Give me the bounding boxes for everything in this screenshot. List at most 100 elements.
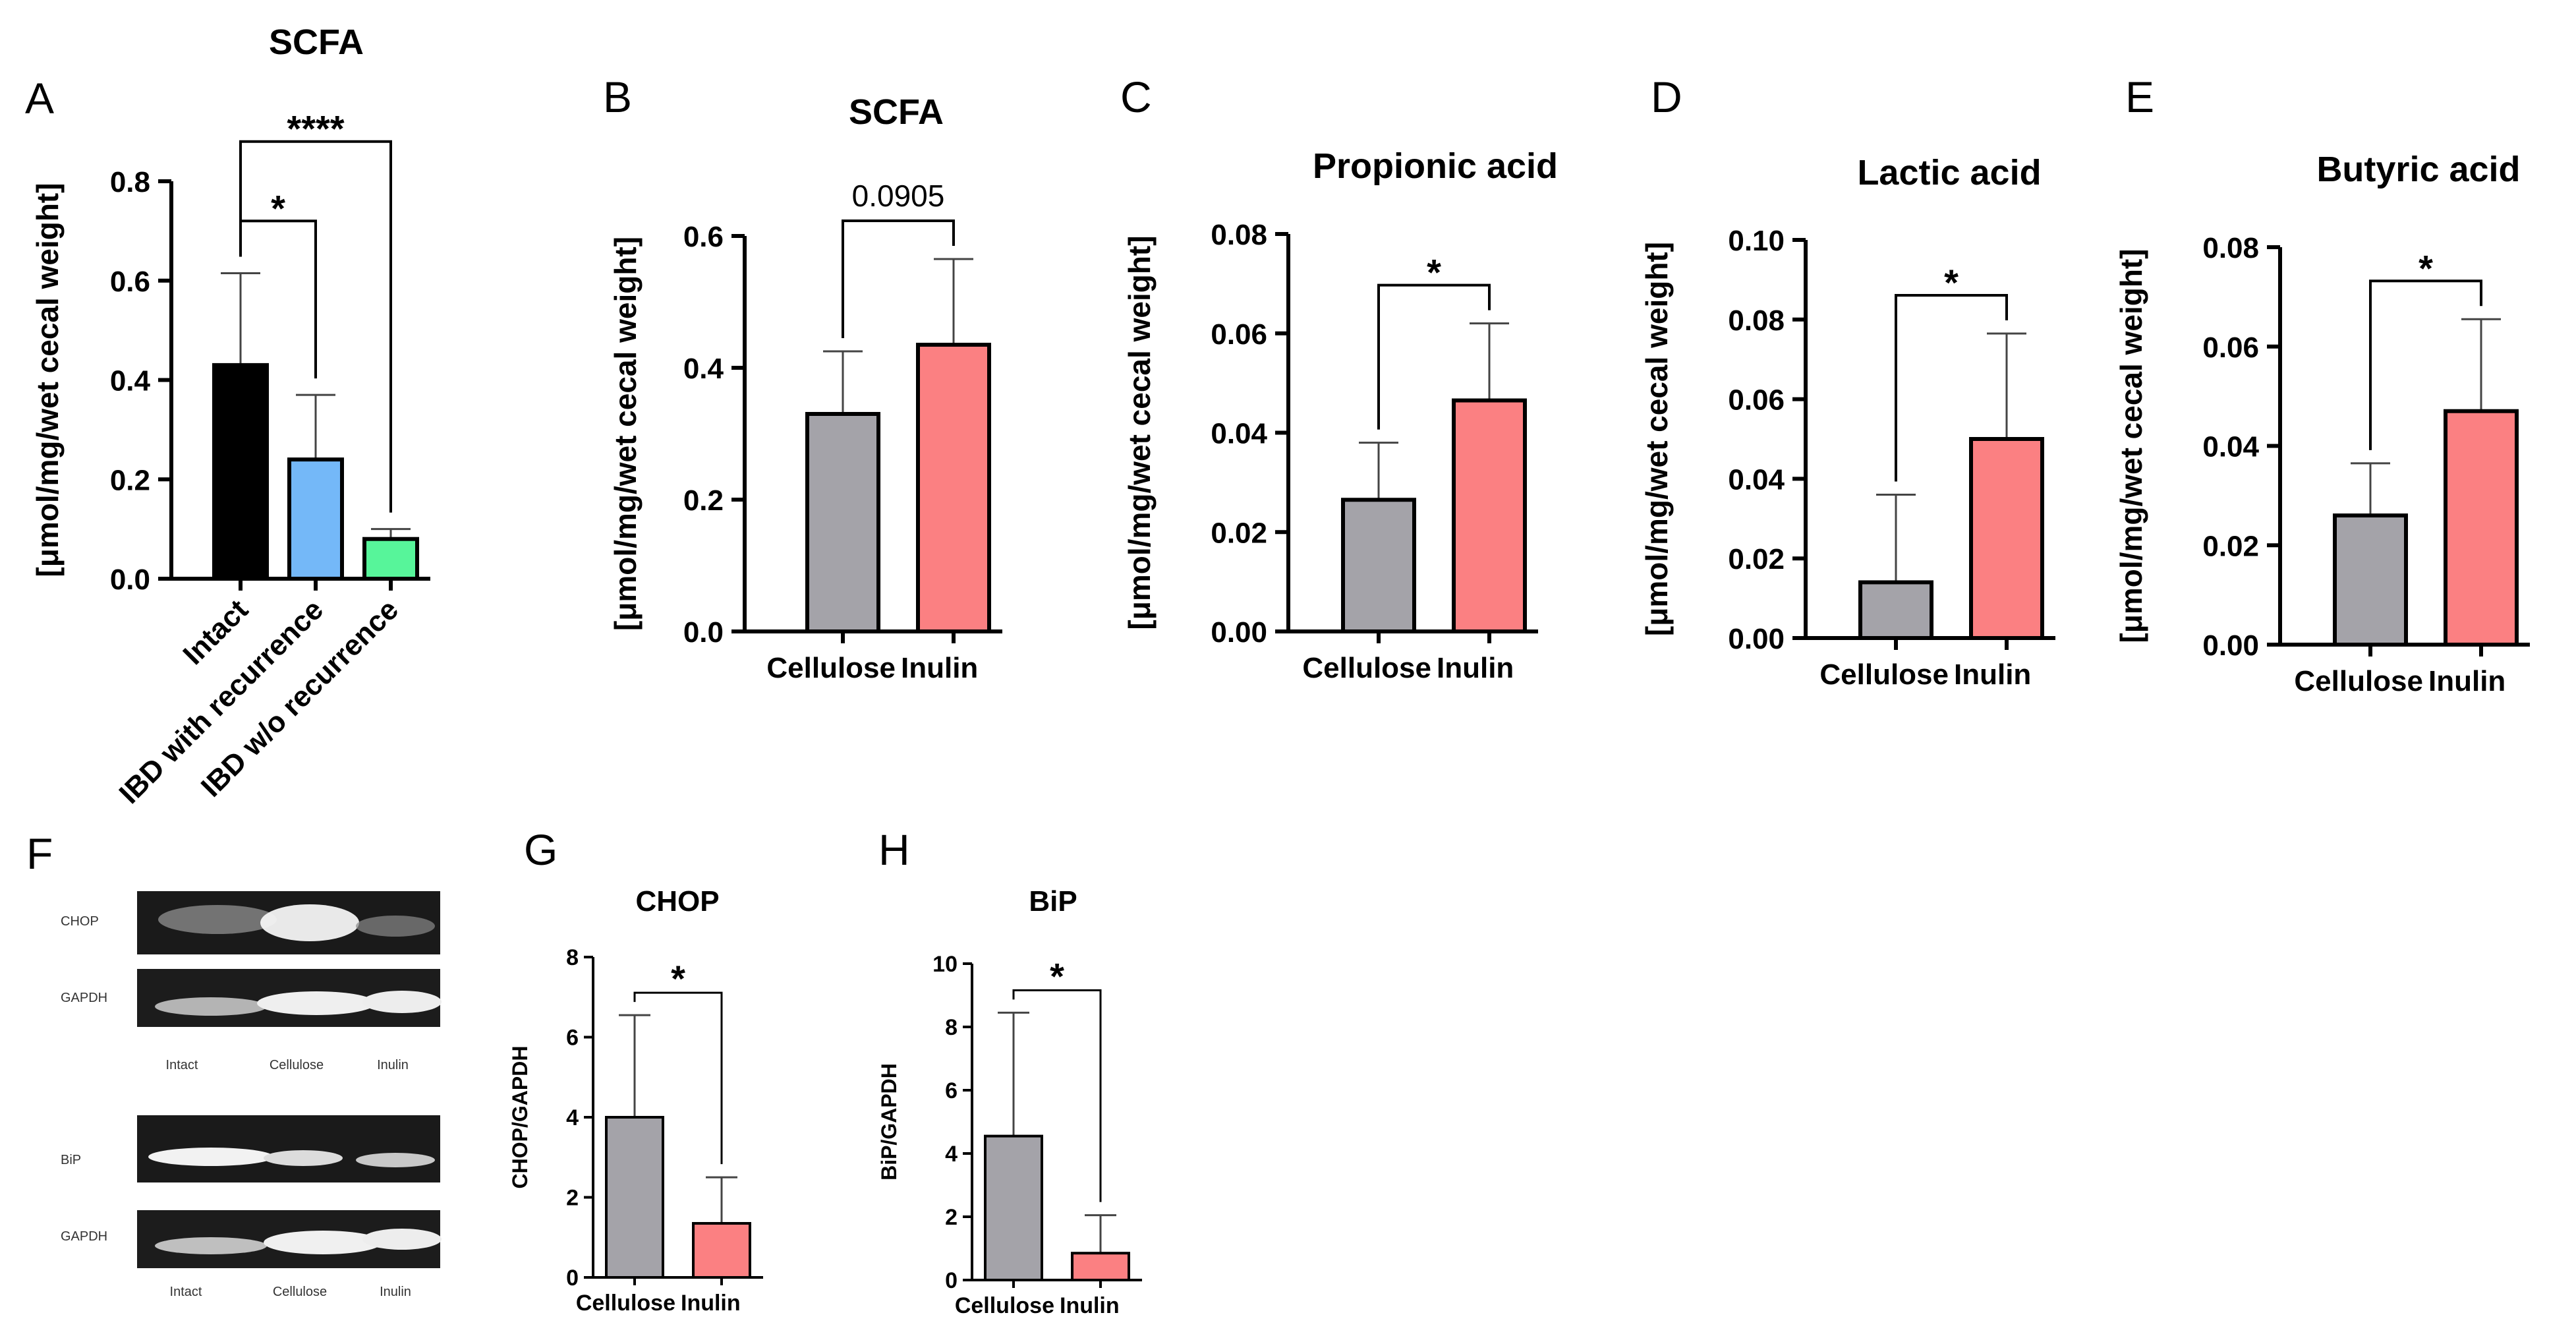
blot-lane-label: Intact [170,1285,202,1299]
band-gapdh1-intact [155,997,267,1016]
x-tick-label: Inulin [1954,658,2031,691]
significance-label: * [1427,252,1441,293]
bar-g-1 [692,1221,751,1279]
y-tick-label: 0.06 [2202,332,2259,364]
band-gapdh2-intact [155,1237,267,1254]
y-tick-label: 6 [566,1026,579,1051]
bar-b-1 [916,343,991,633]
chart-panel-b: B SCFA 0.0 0.2 0.4 0.6 [μmol/mg/wet cecal weig… [603,73,1002,684]
y-tick-label: 0.6 [110,266,150,298]
chart-title: Lactic acid [1857,153,2041,192]
y-tick-label: 0.02 [1211,517,1267,549]
panel-letter-g: G [524,825,558,874]
band-gapdh1-inulin [362,991,442,1013]
significance-bracket [239,219,317,379]
bar-g-0 [605,1116,664,1279]
y-tick-label: 0.06 [1211,318,1267,351]
blot-row-label: CHOP [61,914,99,929]
x-tick-label: Cellulose [576,1291,675,1316]
y-tick-label: 0.6 [683,221,724,253]
significance-label: 0.0905 [852,179,945,213]
chart-title: Propionic acid [1313,146,1558,186]
band-gapdh2-cellulose [264,1231,382,1254]
band-bip-intact [148,1148,273,1166]
chart-panel-c: C Propionic acid 0.00 0.02 0.04 0.06 0.08 [μmol… [1120,73,1558,684]
y-tick-label: 0.10 [1728,225,1785,257]
western-blot-panel: F CHOP GAPDH BiP GAPDH Intact Cellulose … [26,829,442,1299]
blot-row-label: GAPDH [61,991,107,1005]
y-tick-label: 0 [945,1268,958,1293]
significance-label: * [271,187,285,229]
chart-panel-d: D Lactic acid 0.00 0.02 0.04 0.06 0.08 0.10 [μmo… [1640,73,2055,691]
y-tick-label: 0.4 [683,353,724,385]
significance-label: **** [287,108,344,150]
y-tick-label: 6 [945,1078,958,1103]
significance-bracket [1895,293,2008,482]
bar-a-2 [362,537,419,581]
y-tick-label: 0.02 [1728,543,1785,575]
y-tick-label: 0.00 [1728,623,1785,655]
bar-b-0 [805,412,880,633]
x-tick-label: Cellulose [2294,665,2423,697]
y-tick-label: 0.04 [1211,418,1267,450]
y-tick-label: 0 [566,1266,579,1291]
significance-bracket [2369,279,2482,450]
y-tick-label: 0.0 [683,616,724,649]
blot-row-label: GAPDH [61,1229,107,1244]
x-tick-label: Inulin [2428,665,2505,697]
y-tick-label: 0.08 [1211,219,1267,251]
panel-letter-d: D [1651,73,1682,121]
band-bip-cellulose [264,1150,343,1166]
x-tick-label: Inulin [681,1291,741,1316]
blot-lane-label: Cellulose [270,1058,324,1072]
x-tick-label: Cellulose [1302,652,1431,684]
blot-lane-label: Inulin [377,1058,409,1072]
chart-panel-e: E Butyric acid 0.00 0.02 0.04 0.06 0.08 [μmol/m… [2114,73,2530,697]
significance-bracket [842,219,955,338]
x-tick-label: Inulin [901,652,978,684]
panel-letter-b: B [603,73,632,121]
y-tick-label: 0.02 [2202,530,2259,562]
chart-title: SCFA [269,22,364,62]
x-tick-label: Inulin [1437,652,1514,684]
y-axis-label: [μmol/mg/wet cecal weight] [2114,248,2148,643]
y-tick-label: 0.04 [1728,463,1785,496]
chart-title: CHOP [635,885,719,918]
y-axis-label: [μmol/mg/wet cecal weight] [1640,242,1674,636]
y-tick-label: 0.00 [1211,616,1267,649]
y-tick-label: 0.04 [2202,431,2259,463]
significance-label: * [671,958,685,999]
significance-label: * [2419,247,2433,289]
panel-letter-f: F [26,829,53,878]
y-tick-label: 0.2 [683,484,724,517]
significance-bracket [1012,989,1102,1202]
band-chop-inulin [356,916,435,937]
significance-label: * [1050,955,1064,997]
bar-c-0 [1341,498,1416,633]
panel-letter-e: E [2125,73,2154,121]
bar-d-0 [1858,580,1933,640]
bar-a-1 [287,457,344,581]
blot-row-label: BiP [61,1153,81,1167]
bar-h-1 [1071,1252,1130,1281]
chart-panel-a: A SCFA 0.0 0.2 0.4 0.6 0.8 [μmol/mg/wet cecal w… [25,22,430,810]
y-axis-label: BiP/GAPDH [877,1063,901,1181]
y-tick-label: 0.08 [2202,232,2259,264]
y-tick-label: 0.08 [1728,305,1785,337]
y-tick-label: 8 [566,945,579,970]
y-axis-label: [μmol/mg/wet cecal weight] [30,183,65,577]
band-gapdh1-cellulose [257,991,376,1015]
significance-bracket [239,140,392,513]
band-chop-intact [158,905,277,934]
significance-bracket [633,991,723,1165]
chart-title: SCFA [849,92,944,132]
significance-bracket [1377,283,1491,430]
x-tick-label: Cellulose [955,1293,1054,1318]
chart-title: Butyric acid [2316,150,2520,189]
panel-letter-h: H [878,825,910,874]
blot-lane-label: Cellulose [273,1285,327,1299]
y-tick-label: 0.2 [110,464,150,496]
y-tick-label: 2 [566,1186,579,1211]
y-tick-label: 10 [932,952,958,977]
